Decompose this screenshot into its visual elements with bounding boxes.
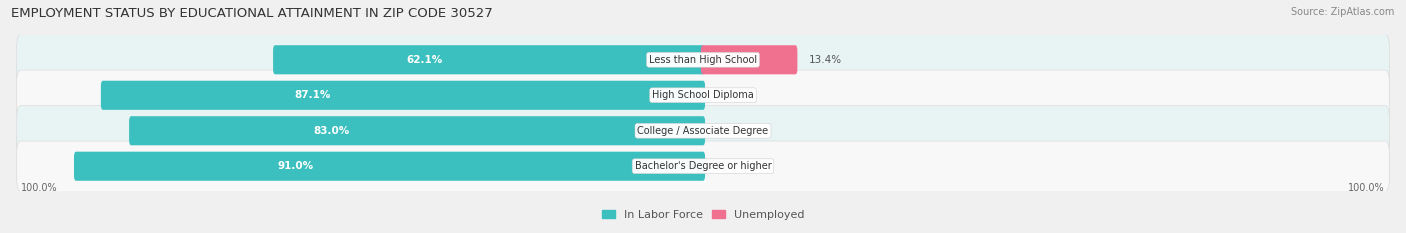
- Text: 87.1%: 87.1%: [295, 90, 332, 100]
- Text: 100.0%: 100.0%: [21, 183, 58, 193]
- Text: Source: ZipAtlas.com: Source: ZipAtlas.com: [1291, 7, 1395, 17]
- FancyBboxPatch shape: [273, 45, 704, 74]
- Legend: In Labor Force, Unemployed: In Labor Force, Unemployed: [598, 206, 808, 225]
- FancyBboxPatch shape: [702, 45, 797, 74]
- Text: 83.0%: 83.0%: [314, 126, 350, 136]
- Text: Less than High School: Less than High School: [650, 55, 756, 65]
- Text: 62.1%: 62.1%: [406, 55, 443, 65]
- FancyBboxPatch shape: [17, 34, 1389, 85]
- Text: 100.0%: 100.0%: [1348, 183, 1385, 193]
- FancyBboxPatch shape: [129, 116, 704, 145]
- Text: College / Associate Degree: College / Associate Degree: [637, 126, 769, 136]
- FancyBboxPatch shape: [101, 81, 704, 110]
- Text: 13.4%: 13.4%: [808, 55, 842, 65]
- Text: 0.0%: 0.0%: [717, 161, 742, 171]
- FancyBboxPatch shape: [75, 152, 704, 181]
- FancyBboxPatch shape: [17, 70, 1389, 120]
- Text: 0.0%: 0.0%: [717, 126, 742, 136]
- Text: 0.0%: 0.0%: [717, 90, 742, 100]
- FancyBboxPatch shape: [17, 106, 1389, 156]
- Text: EMPLOYMENT STATUS BY EDUCATIONAL ATTAINMENT IN ZIP CODE 30527: EMPLOYMENT STATUS BY EDUCATIONAL ATTAINM…: [11, 7, 494, 20]
- Text: Bachelor's Degree or higher: Bachelor's Degree or higher: [634, 161, 772, 171]
- Text: 91.0%: 91.0%: [277, 161, 314, 171]
- Text: High School Diploma: High School Diploma: [652, 90, 754, 100]
- FancyBboxPatch shape: [17, 141, 1389, 192]
